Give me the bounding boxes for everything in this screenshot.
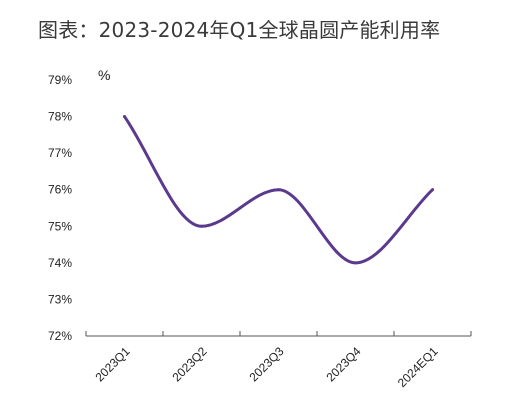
y-tick-label: 79% [48,73,72,87]
y-tick-label: 75% [48,219,72,233]
x-tick-label: 2023Q2 [170,344,210,384]
y-tick-label: 72% [48,329,72,343]
x-axis [85,331,472,337]
x-tick-label: 2024EQ1 [395,344,441,390]
x-tick-label: 2023Q1 [93,344,133,384]
y-tick-label: 77% [48,146,72,160]
y-axis-ticks: 72% 73% 74% 75% 76% 77% 78% 79% [48,73,72,343]
x-tick-label: 2023Q3 [247,344,287,384]
y-tick-label: 76% [48,183,72,197]
y-tick-label: 73% [48,292,72,306]
data-point [123,115,126,119]
x-axis-ticks: 2023Q1 2023Q2 2023Q3 2023Q4 2024EQ1 [93,344,441,390]
x-tick-label: 2023Q4 [324,344,364,384]
data-point [431,188,434,192]
chart-title: 图表：2023-2024年Q1全球晶圆产能利用率 [38,18,441,42]
data-point [277,188,280,192]
y-tick-label: 74% [48,256,72,270]
series-group [123,115,434,265]
data-point [354,261,357,265]
data-point [200,224,203,228]
y-axis-unit-label: % [98,67,110,83]
y-tick-label: 78% [48,110,72,124]
